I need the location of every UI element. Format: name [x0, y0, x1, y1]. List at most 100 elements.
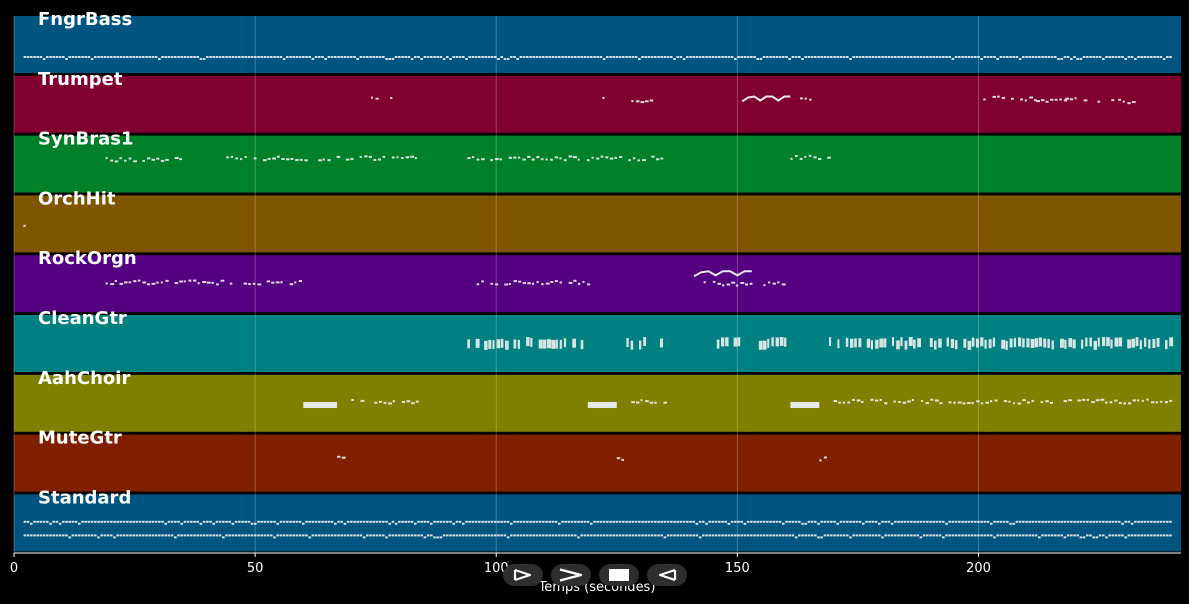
note [798, 56, 801, 58]
note [935, 534, 939, 537]
note [830, 56, 833, 58]
note [829, 337, 832, 347]
note [378, 158, 381, 161]
note [554, 56, 558, 58]
note [97, 520, 100, 523]
note [775, 56, 779, 58]
note [225, 56, 228, 58]
note [717, 282, 722, 285]
forward-button[interactable] [551, 564, 591, 586]
note [375, 56, 379, 58]
note [890, 522, 894, 525]
note [932, 56, 935, 58]
note [1155, 401, 1158, 404]
note [983, 534, 987, 537]
note [298, 280, 302, 282]
note [78, 522, 81, 525]
note [951, 58, 955, 60]
note [1153, 534, 1156, 537]
track-name: RockOrgn [38, 248, 137, 269]
note [1118, 98, 1121, 101]
note [988, 339, 992, 349]
note [398, 56, 401, 58]
note [871, 340, 873, 350]
note [33, 520, 36, 523]
note [1162, 58, 1166, 60]
note [244, 534, 247, 537]
note [330, 534, 334, 537]
note [615, 520, 619, 523]
note [295, 159, 299, 161]
note [734, 520, 737, 523]
note [1093, 340, 1097, 350]
note [550, 158, 553, 161]
note [916, 534, 919, 537]
note [970, 534, 974, 537]
note [33, 534, 36, 537]
note [919, 536, 923, 539]
note [340, 534, 343, 537]
play-button[interactable] [503, 564, 543, 586]
note [199, 534, 203, 537]
note [39, 534, 43, 537]
note [496, 339, 501, 349]
note [567, 56, 571, 58]
note [186, 56, 190, 58]
note [327, 159, 331, 162]
note [698, 520, 702, 523]
note [1108, 534, 1111, 537]
note [308, 520, 311, 523]
note [401, 401, 406, 403]
note [513, 339, 517, 349]
note [536, 281, 539, 284]
note [660, 157, 664, 160]
note [631, 534, 635, 537]
note [929, 56, 932, 58]
note [631, 56, 635, 58]
note [1079, 58, 1083, 60]
note [222, 536, 225, 539]
note [743, 522, 747, 525]
note [837, 339, 840, 349]
note [799, 157, 803, 160]
note [839, 520, 843, 523]
note [826, 534, 830, 537]
note [240, 158, 243, 161]
note [753, 520, 756, 523]
note [97, 536, 100, 539]
note [1150, 56, 1153, 58]
rewind-button[interactable] [647, 564, 687, 586]
track-name: AahChoir [38, 368, 130, 389]
note [97, 56, 100, 58]
note [410, 534, 414, 537]
note [1068, 338, 1073, 348]
note [110, 534, 113, 537]
note [49, 56, 52, 58]
note [305, 534, 308, 537]
note [228, 56, 231, 58]
note [356, 58, 359, 60]
note [596, 56, 599, 58]
note [23, 520, 27, 523]
note [375, 534, 379, 537]
note [276, 534, 279, 537]
note [465, 520, 468, 523]
note [180, 534, 183, 537]
note [868, 520, 871, 523]
note [382, 56, 385, 58]
note [529, 56, 532, 58]
note [244, 56, 247, 58]
note [462, 56, 465, 58]
note [295, 520, 299, 523]
note [1114, 337, 1119, 347]
note [784, 337, 787, 347]
note [298, 56, 302, 58]
note [570, 534, 574, 537]
note [997, 95, 1000, 98]
note [746, 520, 750, 523]
stop-button[interactable] [599, 564, 639, 586]
note [426, 534, 430, 537]
note [922, 56, 926, 58]
note [1003, 400, 1008, 403]
note [324, 534, 327, 537]
